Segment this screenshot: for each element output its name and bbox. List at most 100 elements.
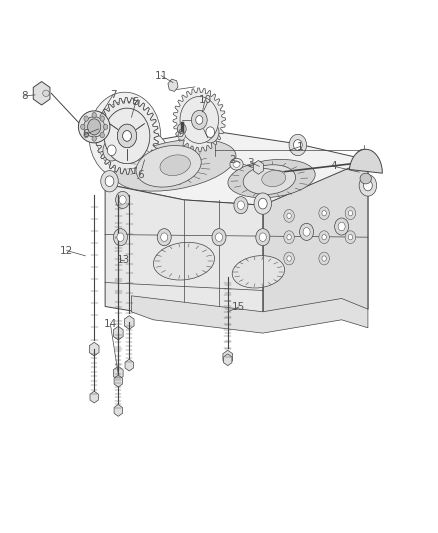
Text: 10: 10 [198, 95, 212, 105]
Polygon shape [168, 79, 178, 92]
Circle shape [256, 229, 270, 246]
Polygon shape [105, 131, 368, 205]
Circle shape [322, 211, 326, 216]
Circle shape [284, 209, 294, 222]
Polygon shape [89, 342, 99, 356]
Ellipse shape [42, 90, 49, 96]
Circle shape [92, 112, 96, 118]
Circle shape [206, 127, 215, 138]
Ellipse shape [228, 159, 315, 198]
Circle shape [348, 235, 353, 240]
Circle shape [117, 124, 137, 148]
Circle shape [212, 229, 226, 246]
Ellipse shape [136, 146, 201, 187]
Circle shape [100, 133, 104, 138]
Circle shape [345, 207, 356, 220]
Circle shape [287, 256, 291, 261]
Polygon shape [95, 98, 159, 174]
Text: 9: 9 [177, 130, 184, 139]
Circle shape [180, 96, 219, 143]
Text: 4: 4 [330, 161, 337, 171]
Circle shape [293, 140, 302, 150]
Polygon shape [105, 184, 368, 325]
Circle shape [104, 108, 150, 164]
Circle shape [123, 131, 131, 141]
Circle shape [319, 231, 329, 244]
Text: 11: 11 [155, 71, 168, 80]
Circle shape [335, 218, 349, 235]
Circle shape [84, 116, 88, 121]
Circle shape [81, 124, 85, 130]
Polygon shape [263, 160, 368, 325]
Circle shape [322, 235, 326, 240]
Circle shape [104, 108, 150, 164]
Polygon shape [114, 405, 123, 416]
Ellipse shape [78, 111, 110, 143]
Circle shape [101, 171, 118, 192]
Ellipse shape [360, 173, 371, 184]
Polygon shape [95, 98, 159, 174]
Circle shape [348, 211, 353, 216]
Circle shape [119, 196, 126, 204]
Circle shape [177, 124, 186, 134]
Circle shape [105, 176, 114, 187]
Text: 5: 5 [132, 98, 139, 107]
Polygon shape [33, 82, 50, 105]
Circle shape [123, 131, 131, 141]
Circle shape [201, 122, 219, 143]
Circle shape [100, 116, 104, 121]
Polygon shape [90, 391, 99, 403]
Circle shape [322, 256, 326, 261]
Ellipse shape [114, 139, 236, 191]
Polygon shape [223, 350, 233, 364]
Circle shape [113, 229, 127, 246]
Text: 6: 6 [137, 170, 144, 180]
Circle shape [103, 124, 108, 130]
Ellipse shape [160, 155, 191, 175]
Text: 1: 1 [297, 142, 304, 151]
Circle shape [338, 222, 345, 231]
Polygon shape [114, 375, 123, 387]
Circle shape [96, 101, 153, 171]
Circle shape [237, 201, 244, 209]
Circle shape [259, 233, 266, 241]
Text: 15: 15 [232, 302, 245, 312]
Circle shape [103, 140, 120, 161]
Polygon shape [223, 354, 232, 366]
Text: 2: 2 [229, 155, 236, 165]
Text: 8: 8 [21, 91, 28, 101]
Circle shape [124, 131, 170, 187]
Ellipse shape [243, 165, 296, 195]
Circle shape [359, 175, 377, 196]
Ellipse shape [84, 117, 105, 137]
Circle shape [284, 252, 294, 265]
Circle shape [258, 198, 267, 209]
Text: 6: 6 [82, 130, 89, 139]
Ellipse shape [153, 243, 215, 280]
Text: 13: 13 [117, 255, 130, 265]
Polygon shape [131, 296, 368, 333]
Ellipse shape [232, 256, 285, 288]
Circle shape [359, 155, 368, 165]
Polygon shape [349, 149, 382, 173]
Circle shape [130, 139, 163, 179]
Circle shape [287, 213, 291, 219]
Circle shape [287, 235, 291, 240]
Circle shape [116, 191, 130, 208]
Polygon shape [254, 160, 263, 174]
Text: 14: 14 [104, 319, 117, 329]
Circle shape [117, 233, 124, 241]
Text: 3: 3 [247, 158, 254, 167]
Circle shape [254, 193, 272, 214]
Circle shape [191, 110, 207, 130]
Text: 12: 12 [60, 246, 73, 255]
Circle shape [284, 231, 294, 244]
Circle shape [303, 228, 310, 236]
Circle shape [215, 233, 223, 241]
Circle shape [107, 145, 116, 156]
Circle shape [117, 124, 137, 148]
Ellipse shape [230, 158, 243, 170]
Circle shape [157, 229, 171, 246]
Circle shape [178, 132, 185, 140]
Circle shape [300, 223, 314, 240]
